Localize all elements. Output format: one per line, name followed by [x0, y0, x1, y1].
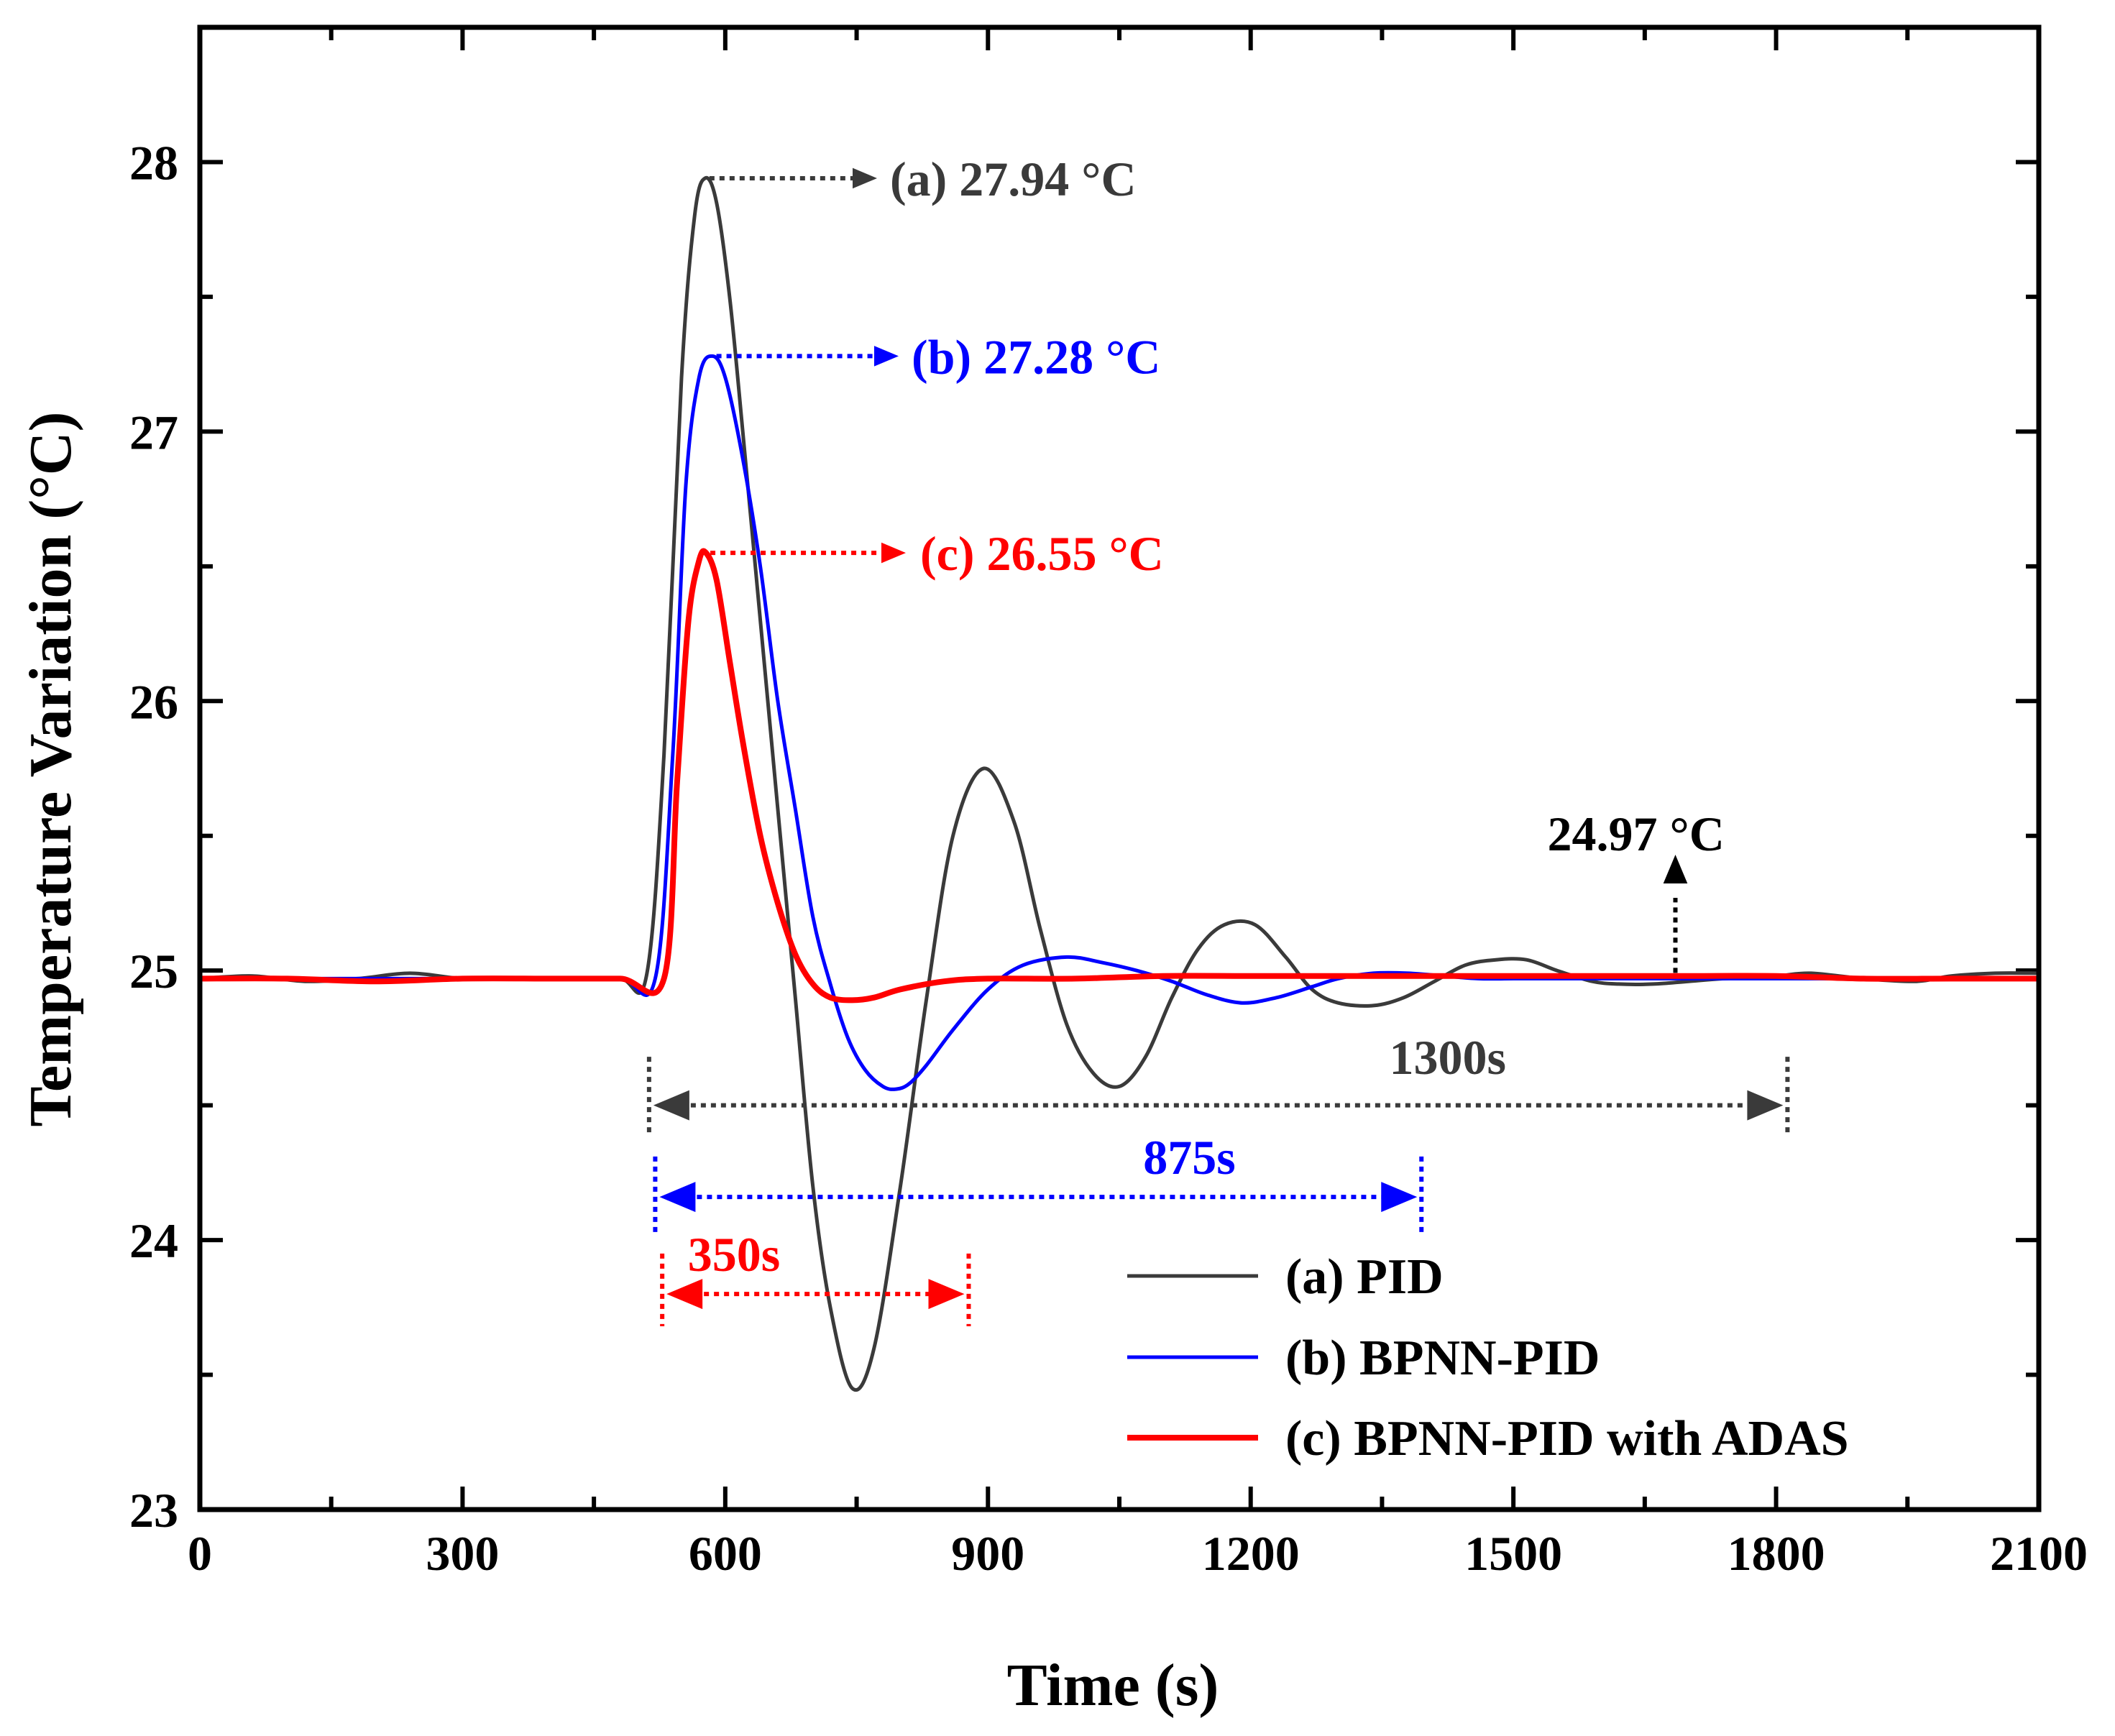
peak-a-arrowhead — [853, 167, 877, 189]
legend-entry-bpnn-pid-adas-label: (c) BPNN-PID with ADAS — [1285, 1411, 1849, 1466]
x-tick-label: 1800 — [1728, 1526, 1825, 1581]
span-b-arrowhead-left — [659, 1182, 696, 1213]
steady-label: 24.97 °C — [1548, 807, 1725, 861]
x-tick-label: 0 — [188, 1526, 212, 1581]
span-b-label: 875s — [1143, 1130, 1235, 1185]
y-axis-title: Temperature Variation (°C) — [17, 412, 84, 1127]
y-tick-label: 24 — [129, 1213, 178, 1268]
peak-a-label: (a) 27.94 °C — [890, 152, 1137, 206]
peak-b-label: (b) 27.28 °C — [912, 329, 1160, 384]
x-axis-title: Time (s) — [1007, 1652, 1219, 1719]
series-line-pid — [199, 175, 2040, 1392]
x-tick-label: 600 — [689, 1526, 762, 1581]
y-tick-label: 25 — [129, 944, 178, 998]
plot-frame — [197, 24, 2042, 1512]
series-lines — [199, 175, 2040, 1392]
legend-entry-bpnn-pid-label: (b) BPNN-PID — [1285, 1331, 1600, 1386]
x-tick-label: 1200 — [1202, 1526, 1300, 1581]
steady-arrowhead — [1663, 854, 1688, 883]
series-line-bpnn-pid-adas — [199, 548, 2039, 1004]
span-a-arrowhead-right — [1747, 1090, 1784, 1121]
peak-c-label: (c) 26.55 °C — [920, 526, 1164, 581]
span-b-arrowhead-right — [1381, 1182, 1418, 1213]
x-tick-label: 1500 — [1464, 1526, 1562, 1581]
span-a-label: 1300s — [1390, 1030, 1506, 1085]
peak-b-arrowhead — [874, 346, 899, 367]
span-c-arrowhead-left — [666, 1279, 703, 1310]
span-c-label: 350s — [688, 1227, 780, 1282]
span-a-arrowhead-left — [653, 1090, 689, 1121]
x-tick-label: 2100 — [1990, 1526, 2088, 1581]
annotations: (a) 27.94 °C (b) 27.28 °C (c) 26.55 °C 24.9… — [646, 152, 1790, 1327]
y-tick-label: 26 — [129, 674, 178, 729]
axis-ticks — [198, 25, 2041, 1512]
y-tick-label: 28 — [129, 135, 178, 190]
y-tick-label: 27 — [129, 405, 178, 459]
x-tick-label: 900 — [951, 1526, 1024, 1581]
y-tick-label: 23 — [129, 1483, 178, 1538]
tick-labels: 0 300 600 900 1200 1500 1800 2100 23 24 25 26 27 28 — [129, 135, 2088, 1581]
peak-c-arrowhead — [881, 542, 906, 564]
span-c-arrowhead-right — [928, 1279, 965, 1310]
legend-entry-pid-label: (a) PID — [1285, 1249, 1444, 1305]
legend: (a) PID (b) BPNN-PID (c) BPNN-PID with ADA… — [1127, 1249, 1849, 1466]
x-tick-label: 300 — [426, 1526, 499, 1581]
